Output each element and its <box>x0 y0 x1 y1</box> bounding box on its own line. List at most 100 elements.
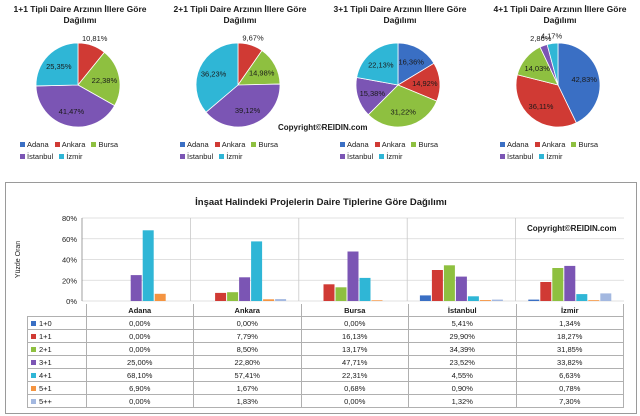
legend-item-i-stanbul: İstanbul <box>180 151 213 163</box>
legend-swatch <box>500 142 505 147</box>
series-swatch <box>31 372 36 378</box>
pie-svg-4plus1: 42,83% 36,11% 14,03% 2,86%4,17% <box>515 31 601 128</box>
pie-slice-i-stanbul <box>35 84 116 128</box>
legend-swatch <box>59 154 65 159</box>
pie-label-bursa: 31,22% <box>390 107 416 116</box>
table-row: 5+1 6,90% 1,67% 0,68% 0,90% 0,78% <box>27 381 624 395</box>
legend-label: İstanbul <box>187 152 214 161</box>
pie-chart-2plus1: 9,67% 14,98% 39,12% 36,23% 2+1 Tipli Daire … <box>160 0 320 170</box>
table-cell: 1,67% <box>193 381 302 395</box>
legend-label: İstanbul <box>27 152 54 161</box>
legend-swatch <box>251 142 257 147</box>
pie-label-ankara: 14,92% <box>412 79 438 88</box>
bar-i-zmir-2-1 <box>552 268 564 301</box>
pie-slice-i-zmir <box>546 42 559 86</box>
legend-swatch <box>214 142 220 147</box>
table-cell: 31,85% <box>515 342 624 356</box>
table-cell: 1,34% <box>515 316 624 330</box>
table-cell: 8,50% <box>193 342 302 356</box>
legend-label: Adana <box>187 140 209 149</box>
bar-ankara-2-1 <box>227 292 239 301</box>
bar-i-stanbul-1-1 <box>431 270 443 301</box>
table-row: 2+1 0,00% 8,50% 13,17% 34,39% 31,85% <box>27 342 624 356</box>
legend-item-ankara: Ankara <box>534 139 566 151</box>
legend-item-ankara: Ankara <box>54 139 85 151</box>
pie-legend-1plus1: Adana Ankara Bursa İstanbul İzmir <box>20 139 160 163</box>
legend-item-adana: Adana <box>20 139 49 151</box>
table-cell: 4,55% <box>408 368 517 382</box>
pie-title-1plus1: 1+1 Tipli Daire Arzının İllere Göre Dağı… <box>13 4 147 25</box>
series-label-5-1: 5+1 <box>27 381 87 395</box>
pie-label-i-zmir: 22,13% <box>368 60 394 69</box>
legend-swatch <box>180 154 185 159</box>
table-cell: 0,78% <box>515 381 624 395</box>
table-cell: 7,30% <box>515 394 624 408</box>
pie-slice-bursa <box>367 84 438 128</box>
legend-swatch <box>20 154 25 159</box>
pie-label-i-stanbul: 15,38% <box>360 89 386 98</box>
table-cell: 25,00% <box>85 355 194 369</box>
pie-slice-adana <box>557 42 601 124</box>
legend-swatch <box>374 142 380 147</box>
series-name: 1+0 <box>39 318 52 328</box>
pie-label-i-zmir: 25,35% <box>46 62 72 71</box>
table-cell: 0,00% <box>300 316 409 330</box>
table-cell: 68,10% <box>85 368 194 382</box>
series-label-1-0: 1+0 <box>27 316 87 330</box>
legend-label: İstanbul <box>347 152 374 161</box>
series-swatch <box>31 398 36 404</box>
table-cell: 13,17% <box>300 342 409 356</box>
table-cell: 29,90% <box>408 329 517 343</box>
y-tick-label: 40% <box>62 256 77 265</box>
bar-chart-panel: 0% 20% 40% 60% 80% Yüzde Oran İnşaat Halindek… <box>5 182 637 414</box>
table-cell: 47,71% <box>300 355 409 369</box>
table-cell: 6,63% <box>515 368 624 382</box>
pie-label-bursa: 22,38% <box>92 76 118 85</box>
series-swatch <box>31 385 36 391</box>
legend-swatch <box>534 142 540 147</box>
legend-label: Ankara <box>541 140 566 149</box>
table-cell: 1,83% <box>193 394 302 408</box>
bar-i-stanbul-5-1 <box>479 300 491 301</box>
pie-label-adana: 42,83% <box>571 75 597 84</box>
bar-ankara-5-1 <box>263 299 275 301</box>
bar-adana-4-1 <box>142 230 154 301</box>
table-cell: 5,41% <box>408 316 517 330</box>
legend-item-adana: Adana <box>500 139 529 151</box>
pie-title-4plus1: 4+1 Tipli Daire Arzının İllere Göre Dağı… <box>493 4 627 25</box>
pie-title-2plus1: 2+1 Tipli Daire Arzının İllere Göre Dağı… <box>173 4 307 25</box>
pie-slice-i-zmir <box>35 42 79 87</box>
bar-copyright-text: Copyright©REIDIN.com <box>527 224 617 233</box>
y-tick-label: 0% <box>66 297 77 306</box>
legend-label: Adana <box>347 140 369 149</box>
table-cell: 57,41% <box>193 368 302 382</box>
legend-label: Bursa <box>578 140 599 149</box>
pie-slice-i-zmir <box>195 42 239 113</box>
pie-label-ankara: 36,11% <box>529 102 554 111</box>
table-cell: 0,00% <box>300 394 409 408</box>
legend-swatch <box>340 154 345 159</box>
pie-label-ankara: 10,81% <box>82 34 108 43</box>
table-cell: 0,68% <box>300 381 409 395</box>
legend-item-bursa: Bursa <box>411 139 438 151</box>
legend-swatch <box>180 142 185 147</box>
bar-chart-title: İnşaat Halindeki Projelerin Daire Tipler… <box>195 197 447 208</box>
table-cell: 18,27% <box>515 329 624 343</box>
legend-item-bursa: Bursa <box>251 139 278 151</box>
legend-item-i-stanbul: İstanbul <box>500 151 533 163</box>
series-swatch <box>31 333 36 339</box>
legend-label: Ankara <box>381 140 406 149</box>
bar-i-stanbul-5- <box>491 299 503 301</box>
pie-legend-2plus1: Adana Ankara Bursa İstanbul İzmir <box>180 139 320 163</box>
table-cell: 33,82% <box>515 355 624 369</box>
table-corner-cell <box>28 304 87 317</box>
pie-label-i-stanbul: 2,86% <box>530 34 552 43</box>
legend-swatch <box>539 154 545 159</box>
series-name: 1+1 <box>39 331 52 341</box>
series-label-4-1: 4+1 <box>27 368 87 382</box>
pie-label-ankara: 9,67% <box>242 33 264 42</box>
legend-label: İzmir <box>386 152 403 161</box>
legend-swatch <box>571 142 577 147</box>
bar-i-zmir-5- <box>600 293 612 301</box>
table-cell: 0,00% <box>85 329 194 343</box>
